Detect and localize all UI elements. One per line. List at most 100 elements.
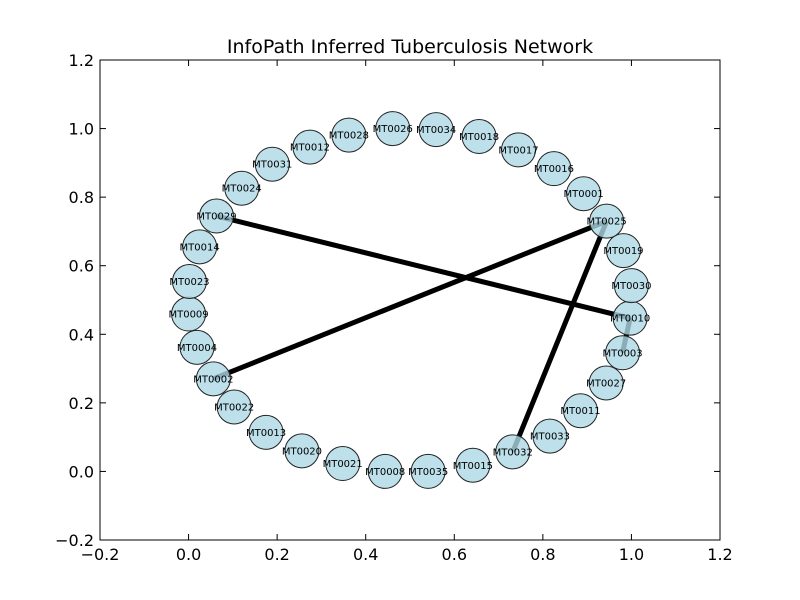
node-label: MT0026 [373,124,413,135]
node-circle [224,170,260,206]
nodes-layer: MT0001 MT0002 MT0003 MT0004 MT0008 MT0009 MT00… [168,111,652,489]
node-label: MT0016 [534,164,574,175]
node-mt0010: MT0010 [610,300,650,336]
x-tick-label: 1.2 [707,545,732,564]
node-label: MT0035 [408,467,448,478]
node-label: MT0025 [587,217,627,228]
node-mt0030: MT0030 [611,268,652,304]
node-circle [284,433,320,469]
node-mt0003: MT0003 [602,335,643,371]
node-circle [331,117,367,153]
node-circle [461,118,497,154]
node-mt0028: MT0028 [329,117,369,153]
node-circle [367,453,403,489]
node-circle [375,111,411,147]
node-label: MT0014 [180,242,220,253]
node-circle [455,447,491,483]
edge-mt0029-mt0010 [215,213,631,321]
node-label: MT0002 [193,374,233,385]
x-tick-label: 0.4 [353,545,378,564]
node-label: MT0024 [222,184,262,195]
node-mt0029: MT0029 [196,198,237,234]
node-circle [248,414,284,450]
axis-ticks: −0.2 0.0 0.2 0.4 0.6 0.8 1.0 1.2 −0.2 0.0 0.2 0.4 0.… [55,51,733,564]
y-tick-label: 0.0 [69,462,94,481]
node-label: MT0022 [214,402,254,413]
node-circle [195,361,231,397]
node-circle [532,418,568,454]
node-mt0026: MT0026 [373,111,413,147]
node-mt0025: MT0025 [587,203,627,239]
x-tick-label: 1.0 [619,545,644,564]
y-tick-label: 0.6 [69,257,94,276]
node-label: MT0032 [493,447,533,458]
node-mt0015: MT0015 [453,447,493,483]
node-label: MT0029 [196,212,236,223]
node-label: MT0003 [602,348,642,359]
node-circle [501,132,536,168]
node-label: MT0011 [560,406,600,417]
node-circle [171,263,207,299]
node-circle [605,233,641,269]
node-mt0020: MT0020 [282,433,322,469]
node-mt0013: MT0013 [246,414,286,450]
y-tick-label: −0.2 [55,531,94,550]
node-circle [613,268,649,304]
node-circle [254,146,290,182]
node-mt0022: MT0022 [214,389,254,425]
node-circle [589,203,625,239]
y-tick-label: 0.8 [69,188,94,207]
node-circle [325,446,361,482]
x-tick-label: 0.8 [530,545,555,564]
node-label: MT0008 [365,467,405,478]
edge-mt0025-mt0032 [510,220,609,453]
node-mt0019: MT0019 [603,233,644,269]
node-circle [216,389,252,425]
node-label: MT0001 [564,189,604,200]
node-label: MT0028 [329,131,369,142]
node-mt0016: MT0016 [534,151,574,187]
node-label: MT0010 [610,314,650,325]
node-mt0024: MT0024 [222,170,262,206]
node-mt0001: MT0001 [564,176,604,212]
x-tick-label: 0.2 [264,545,289,564]
node-circle [495,434,531,470]
node-circle [563,393,598,429]
node-mt0011: MT0011 [560,393,601,429]
node-circle [536,151,572,187]
node-label: MT0018 [459,132,499,143]
node-mt0002: MT0002 [193,361,233,397]
node-mt0009: MT0009 [168,296,209,332]
node-circle [179,329,215,365]
node-label: MT0033 [530,432,570,443]
node-circle [410,453,446,489]
node-mt0023: MT0023 [169,263,210,299]
chart-title: InfoPath Inferred Tuberculosis Network [227,36,593,58]
node-mt0012: MT0012 [290,129,330,165]
node-mt0004: MT0004 [177,329,217,365]
node-label: MT0013 [246,428,286,439]
node-mt0018: MT0018 [459,118,499,154]
node-label: MT0021 [323,459,363,470]
y-tick-label: 0.2 [69,394,94,413]
node-mt0021: MT0021 [323,446,363,482]
node-label: MT0009 [168,310,208,321]
x-tick-label: −0.2 [81,545,120,564]
node-label: MT0004 [177,343,217,354]
node-circle [198,198,234,234]
node-mt0008: MT0008 [365,453,405,489]
node-mt0035: MT0035 [408,453,448,489]
node-circle [566,176,602,212]
node-circle [605,335,641,371]
node-label: MT0015 [453,461,493,472]
y-tick-label: 0.4 [69,325,94,344]
node-label: MT0012 [290,143,330,154]
node-mt0014: MT0014 [180,229,220,265]
node-label: MT0031 [252,160,292,171]
node-circle [588,365,624,401]
node-mt0032: MT0032 [493,434,533,470]
node-mt0033: MT0033 [530,418,570,454]
x-tick-label: 0.6 [442,545,467,564]
edge-mt0002-mt0025 [212,218,608,382]
